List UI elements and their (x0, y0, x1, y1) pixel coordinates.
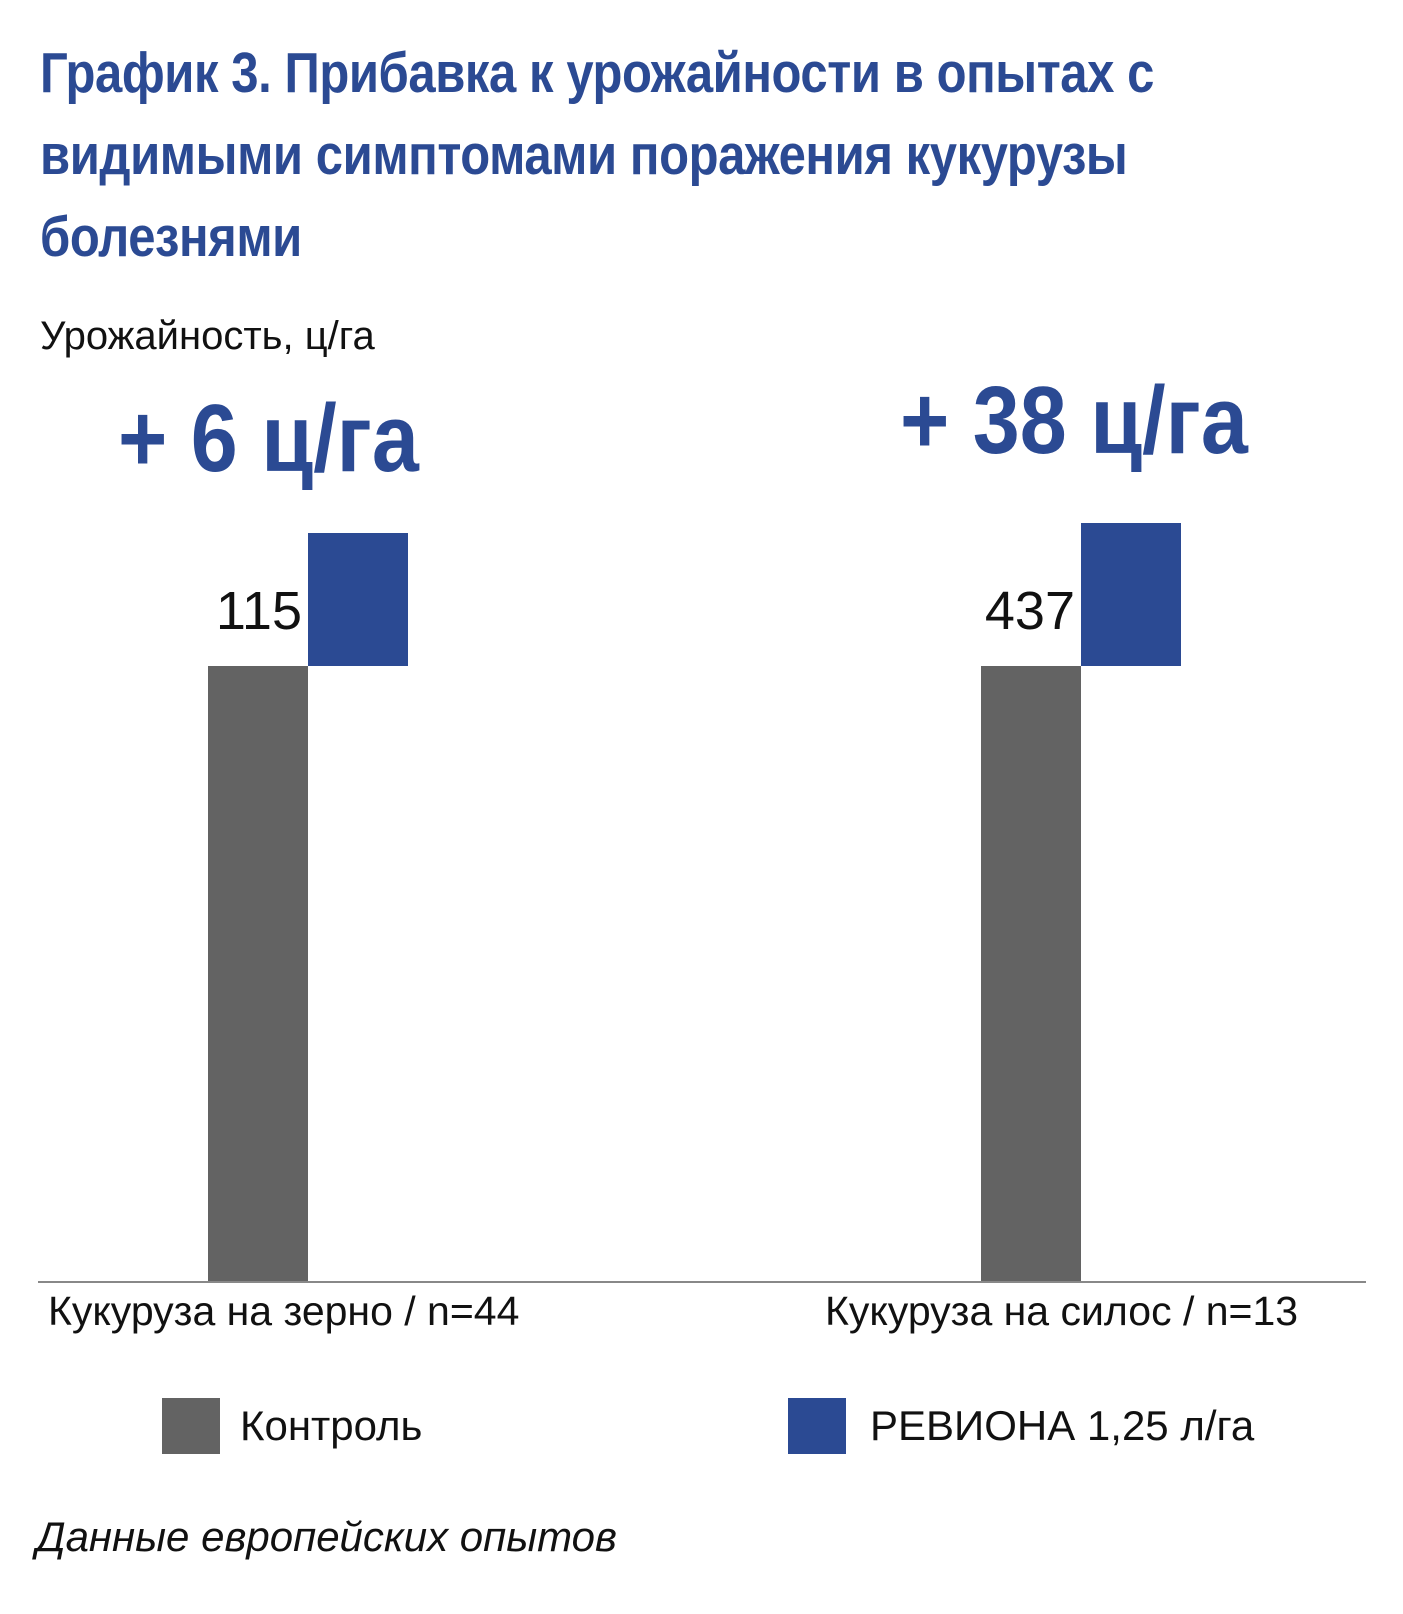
category-label-silage: Кукуруза на силос / n=13 (825, 1288, 1299, 1334)
legend-label-control: Контроль (240, 1402, 423, 1449)
control-value-label-grain: 115 (215, 581, 302, 641)
increase-label-silage: + 38 ц/га (900, 367, 1248, 474)
chart-title: График 3. Прибавка к урожайности в опыта… (40, 41, 1155, 269)
bar-increase-silage (1081, 523, 1181, 666)
source-note: Данные европейских опытов (36, 1513, 617, 1560)
bar-control-grain (208, 666, 308, 1282)
legend-swatch-treatment (788, 1398, 846, 1454)
legend-label-treatment: РЕВИОНА 1,25 л/га (870, 1402, 1255, 1449)
legend-swatch-control (162, 1398, 220, 1454)
bars-layer (208, 523, 1181, 1282)
bar-increase-grain (308, 533, 408, 666)
bar-control-silage (981, 666, 1081, 1282)
category-label-grain: Кукуруза на зерно / n=44 (48, 1288, 520, 1334)
control-value-label-silage: 437 (984, 581, 1075, 641)
y-axis-label: Урожайность, ц/га (40, 314, 375, 358)
increase-label-grain: + 6 ц/га (118, 385, 419, 492)
